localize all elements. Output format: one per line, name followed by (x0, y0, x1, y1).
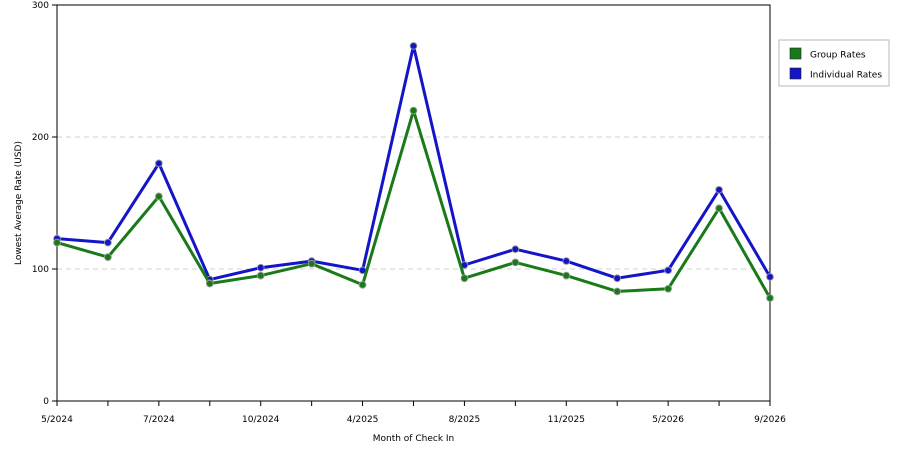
x-tick-label: 11/2025 (548, 415, 585, 425)
data-point-individual-rates (511, 245, 520, 254)
gridlines (57, 136, 770, 270)
legend: Group Rates Individual Rates (778, 39, 890, 87)
x-tick-label: 10/2024 (242, 415, 280, 425)
data-point-individual-rates (664, 266, 672, 275)
data-point-group-rates (155, 192, 163, 201)
data-point-group-rates (664, 284, 672, 293)
x-tick-label: 4/2025 (347, 415, 379, 425)
data-point-individual-rates (104, 238, 112, 247)
data-point-individual-rates (256, 263, 265, 272)
data-point-group-rates (307, 259, 316, 268)
data-point-group-rates (562, 271, 571, 280)
data-point-individual-rates (155, 159, 163, 168)
x-tick-label: 8/2025 (449, 415, 481, 425)
data-point-group-rates (766, 294, 774, 302)
y-axis-title: Lowest Average Rate (USD) (14, 141, 24, 265)
y-tick-label: 0 (43, 397, 49, 407)
data-point-group-rates (460, 274, 469, 283)
series-group-rates (53, 106, 774, 302)
data-point-group-rates (613, 287, 622, 296)
series-line-individual-rates (55, 44, 772, 282)
data-point-individual-rates (715, 185, 723, 194)
legend-label-individual-rates: Individual Rates (810, 71, 882, 81)
x-tick-label: 5/2024 (41, 415, 73, 425)
series-individual-rates (53, 42, 774, 284)
data-point-individual-rates (409, 42, 418, 50)
data-point-individual-rates (766, 273, 774, 281)
data-point-group-rates (53, 238, 61, 247)
data-point-group-rates (409, 106, 418, 115)
x-tick-label: 7/2024 (143, 415, 175, 425)
y-tick-label: 300 (32, 1, 49, 11)
data-point-group-rates (715, 204, 723, 213)
x-tick-label: 9/2026 (754, 415, 786, 425)
data-point-group-rates (205, 279, 214, 288)
x-axis-title: Month of Check In (373, 434, 455, 444)
axes: 0 100 200 300 5/2024 7/2024 10/2024 4/2025 8/202… (32, 1, 786, 425)
data-point-group-rates (511, 258, 520, 267)
data-point-individual-rates (562, 257, 571, 265)
y-tick-label: 200 (32, 133, 49, 143)
data-point-group-rates (104, 253, 112, 261)
legend-label-group-rates: Group Rates (810, 51, 866, 61)
legend-swatch-group-rates (789, 47, 802, 60)
legend-swatch-individual-rates (789, 67, 802, 80)
data-point-group-rates (358, 280, 367, 289)
data-series (53, 42, 774, 302)
x-tick-label: 5/2026 (652, 415, 684, 425)
data-point-individual-rates (613, 274, 622, 283)
y-tick-label: 100 (32, 265, 49, 275)
data-point-group-rates (256, 271, 265, 280)
